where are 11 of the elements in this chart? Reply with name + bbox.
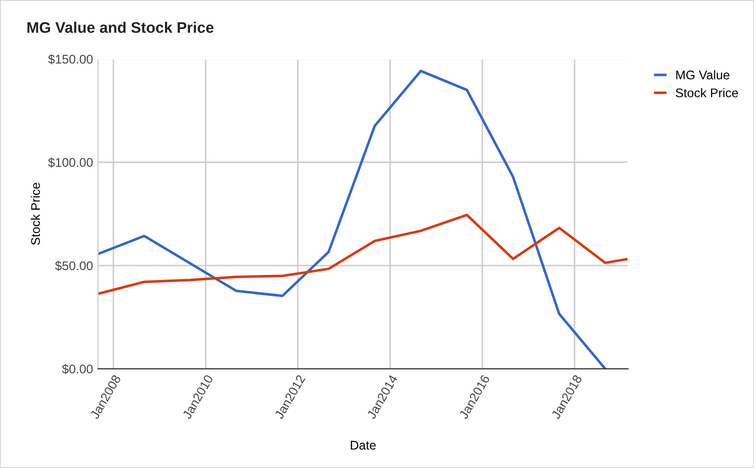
y-axis-title: Stock Price (30, 182, 40, 245)
y-tick-label: $0.00 (62, 364, 93, 374)
y-tick-label: $150.00 (48, 54, 93, 64)
line-series (98, 70, 606, 369)
legend-label: MG Value (676, 70, 730, 80)
x-axis-title: Date (350, 440, 376, 450)
y-tick-label: $100.00 (48, 158, 93, 168)
chart-title: MG Value and Stock Price (27, 22, 214, 33)
line-series (98, 214, 628, 296)
y-tick-label: $50.00 (55, 260, 93, 271)
legend-label: Stock Price (676, 88, 738, 98)
